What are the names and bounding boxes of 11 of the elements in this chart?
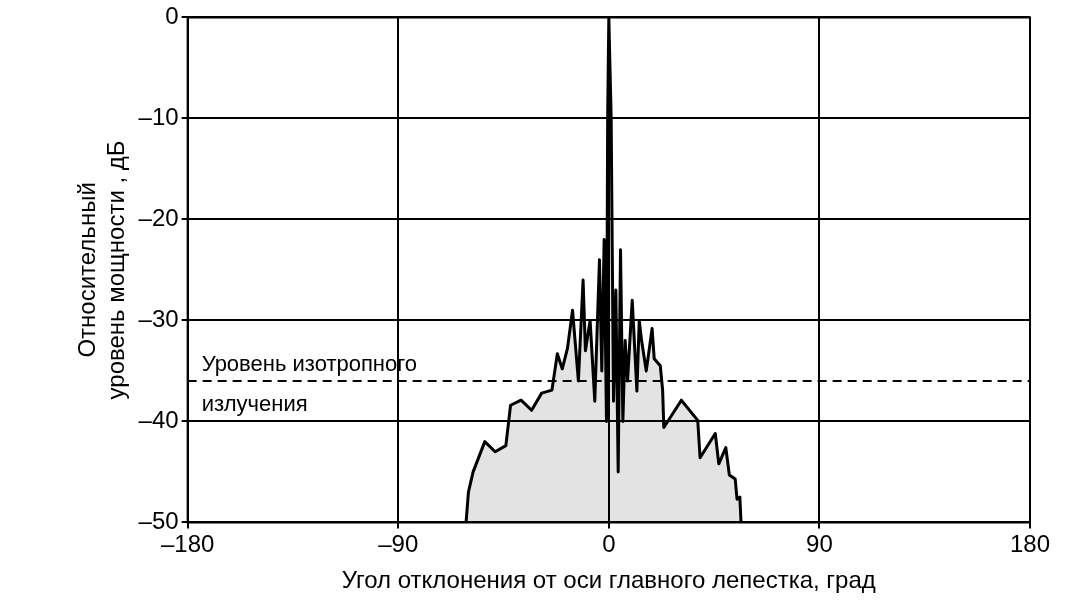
y-axis-title: Относительный уровень мощности , дБ xyxy=(73,140,129,400)
y-tick-label: –20 xyxy=(138,204,179,232)
x-tick-label: 90 xyxy=(806,530,833,558)
x-axis-title: Угол отклонения от оси главного лепестка, град xyxy=(341,566,876,594)
y-tick-label: –30 xyxy=(138,305,179,333)
x-tick-label: 180 xyxy=(1009,530,1051,558)
x-tick-label: 0 xyxy=(602,530,616,558)
y-tick-label: 0 xyxy=(165,2,179,30)
x-tick-label: –90 xyxy=(378,530,419,558)
y-tick-label: –40 xyxy=(138,406,179,434)
y-tick-label: –10 xyxy=(138,103,179,131)
